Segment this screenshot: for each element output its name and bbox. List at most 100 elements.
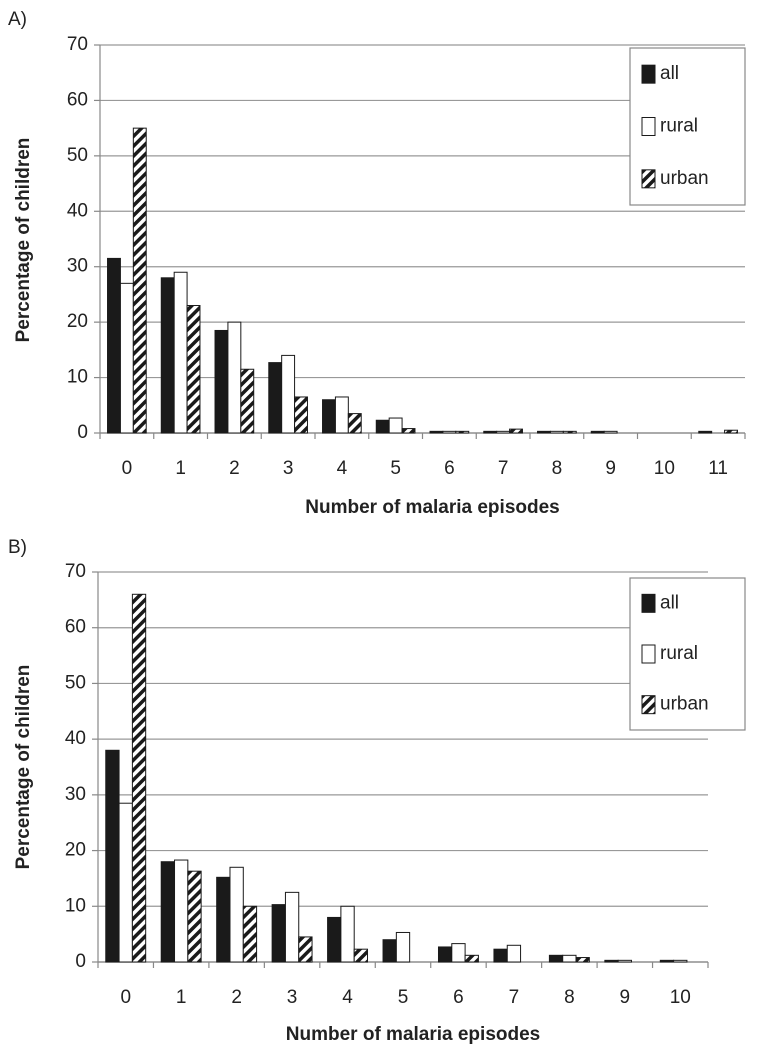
bar bbox=[451, 943, 466, 963]
legend-swatch bbox=[641, 117, 656, 136]
x-tick-label: 2 bbox=[229, 458, 240, 479]
legend-swatch bbox=[641, 169, 656, 189]
bar bbox=[382, 939, 397, 963]
bar bbox=[562, 954, 577, 963]
legend-swatch bbox=[641, 695, 656, 715]
x-tick-label: 6 bbox=[444, 458, 455, 479]
bar bbox=[214, 329, 229, 434]
bar bbox=[659, 959, 675, 963]
legend-label: rural bbox=[660, 643, 698, 664]
bar bbox=[347, 413, 362, 434]
x-tick-label: 7 bbox=[498, 458, 509, 479]
bar bbox=[388, 417, 403, 434]
bar bbox=[294, 396, 308, 434]
bar bbox=[119, 282, 134, 434]
bar bbox=[506, 944, 522, 963]
x-tick-label: 8 bbox=[564, 987, 575, 1008]
bar bbox=[537, 430, 551, 434]
legend-label: urban bbox=[660, 694, 709, 715]
bar bbox=[724, 429, 738, 434]
bar bbox=[107, 257, 121, 434]
legend-swatch bbox=[641, 593, 656, 613]
x-tick-label: 11 bbox=[708, 458, 728, 479]
y-tick-label: 60 bbox=[67, 89, 88, 110]
y-tick-label: 50 bbox=[67, 145, 88, 166]
x-tick-label: 0 bbox=[122, 458, 133, 479]
bar bbox=[617, 959, 632, 963]
bar bbox=[186, 305, 201, 434]
bar bbox=[271, 904, 286, 963]
bar bbox=[132, 127, 147, 434]
bar bbox=[229, 866, 244, 963]
x-tick-label: 7 bbox=[509, 987, 520, 1008]
panel-label: A) bbox=[8, 9, 27, 30]
x-tick-label: 4 bbox=[337, 458, 348, 479]
bar bbox=[334, 396, 349, 434]
panel-label: B) bbox=[8, 537, 27, 558]
bar bbox=[562, 430, 577, 434]
bar bbox=[327, 916, 342, 963]
bar bbox=[590, 430, 605, 434]
bar bbox=[160, 861, 176, 963]
y-tick-label: 50 bbox=[65, 672, 86, 693]
y-tick-label: 30 bbox=[67, 256, 88, 277]
x-tick-label: 8 bbox=[552, 458, 563, 479]
bar bbox=[483, 430, 498, 434]
legend-swatch bbox=[641, 644, 656, 664]
bar bbox=[509, 428, 523, 434]
bar bbox=[603, 430, 618, 434]
y-tick-label: 10 bbox=[65, 895, 86, 916]
y-tick-label: 40 bbox=[67, 200, 88, 221]
x-tick-label: 9 bbox=[620, 987, 631, 1008]
x-tick-label: 5 bbox=[390, 458, 401, 479]
y-tick-label: 70 bbox=[65, 561, 86, 582]
x-tick-label: 10 bbox=[654, 458, 675, 479]
bar bbox=[281, 354, 296, 434]
bar bbox=[118, 802, 133, 963]
y-tick-label: 0 bbox=[77, 422, 88, 443]
bar bbox=[160, 277, 175, 434]
x-axis-title: Number of malaria episodes bbox=[286, 1024, 540, 1045]
bar bbox=[105, 749, 120, 963]
legend-swatch bbox=[641, 64, 656, 84]
bar bbox=[604, 959, 619, 963]
bar bbox=[401, 428, 416, 434]
legend-label: rural bbox=[660, 116, 698, 137]
x-tick-label: 2 bbox=[231, 987, 242, 1008]
bar bbox=[216, 876, 231, 963]
legend-label: all bbox=[660, 63, 679, 84]
bar bbox=[375, 419, 390, 434]
bar bbox=[493, 948, 508, 963]
legend-label: urban bbox=[660, 168, 709, 189]
bar bbox=[322, 399, 336, 434]
bar bbox=[227, 321, 242, 434]
bar bbox=[242, 905, 258, 963]
bar bbox=[549, 430, 564, 434]
x-tick-label: 1 bbox=[175, 458, 186, 479]
y-tick-label: 20 bbox=[67, 311, 88, 332]
y-tick-label: 30 bbox=[65, 784, 86, 805]
y-tick-label: 20 bbox=[65, 840, 86, 861]
x-tick-label: 1 bbox=[176, 987, 187, 1008]
bar bbox=[131, 593, 147, 963]
y-tick-label: 0 bbox=[75, 951, 86, 972]
x-tick-label: 6 bbox=[453, 987, 464, 1008]
legend-label: all bbox=[660, 592, 679, 613]
bar bbox=[548, 954, 564, 963]
x-tick-label: 9 bbox=[605, 458, 616, 479]
x-tick-label: 5 bbox=[398, 987, 409, 1008]
bar bbox=[187, 870, 202, 963]
y-tick-label: 60 bbox=[65, 617, 86, 638]
y-tick-label: 40 bbox=[65, 728, 86, 749]
bar bbox=[455, 430, 470, 434]
x-tick-label: 3 bbox=[283, 458, 294, 479]
x-tick-label: 4 bbox=[342, 987, 353, 1008]
bar bbox=[698, 430, 713, 434]
bar bbox=[575, 957, 590, 963]
bar bbox=[437, 946, 453, 963]
bar bbox=[268, 362, 283, 434]
bar bbox=[284, 891, 300, 963]
x-tick-label: 10 bbox=[670, 987, 691, 1008]
